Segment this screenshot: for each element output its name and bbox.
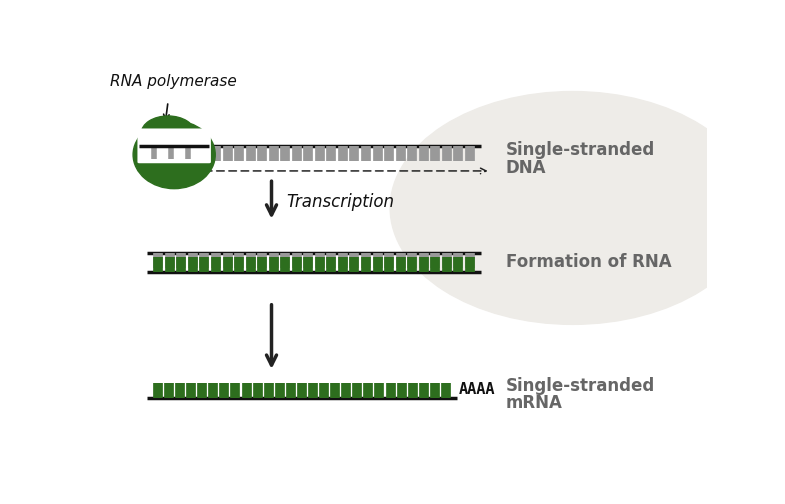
- Text: Single-stranded: Single-stranded: [506, 377, 655, 395]
- Text: mRNA: mRNA: [506, 395, 563, 412]
- Circle shape: [390, 92, 755, 325]
- Text: Single-stranded: Single-stranded: [506, 141, 655, 159]
- FancyBboxPatch shape: [137, 129, 211, 163]
- Text: Transcription: Transcription: [287, 193, 395, 211]
- Text: DNA: DNA: [506, 159, 546, 177]
- Text: Formation of RNA: Formation of RNA: [506, 254, 671, 271]
- Ellipse shape: [141, 116, 195, 150]
- Text: AAAA: AAAA: [459, 382, 495, 397]
- Text: RNA polymerase: RNA polymerase: [110, 74, 237, 89]
- Ellipse shape: [133, 121, 215, 188]
